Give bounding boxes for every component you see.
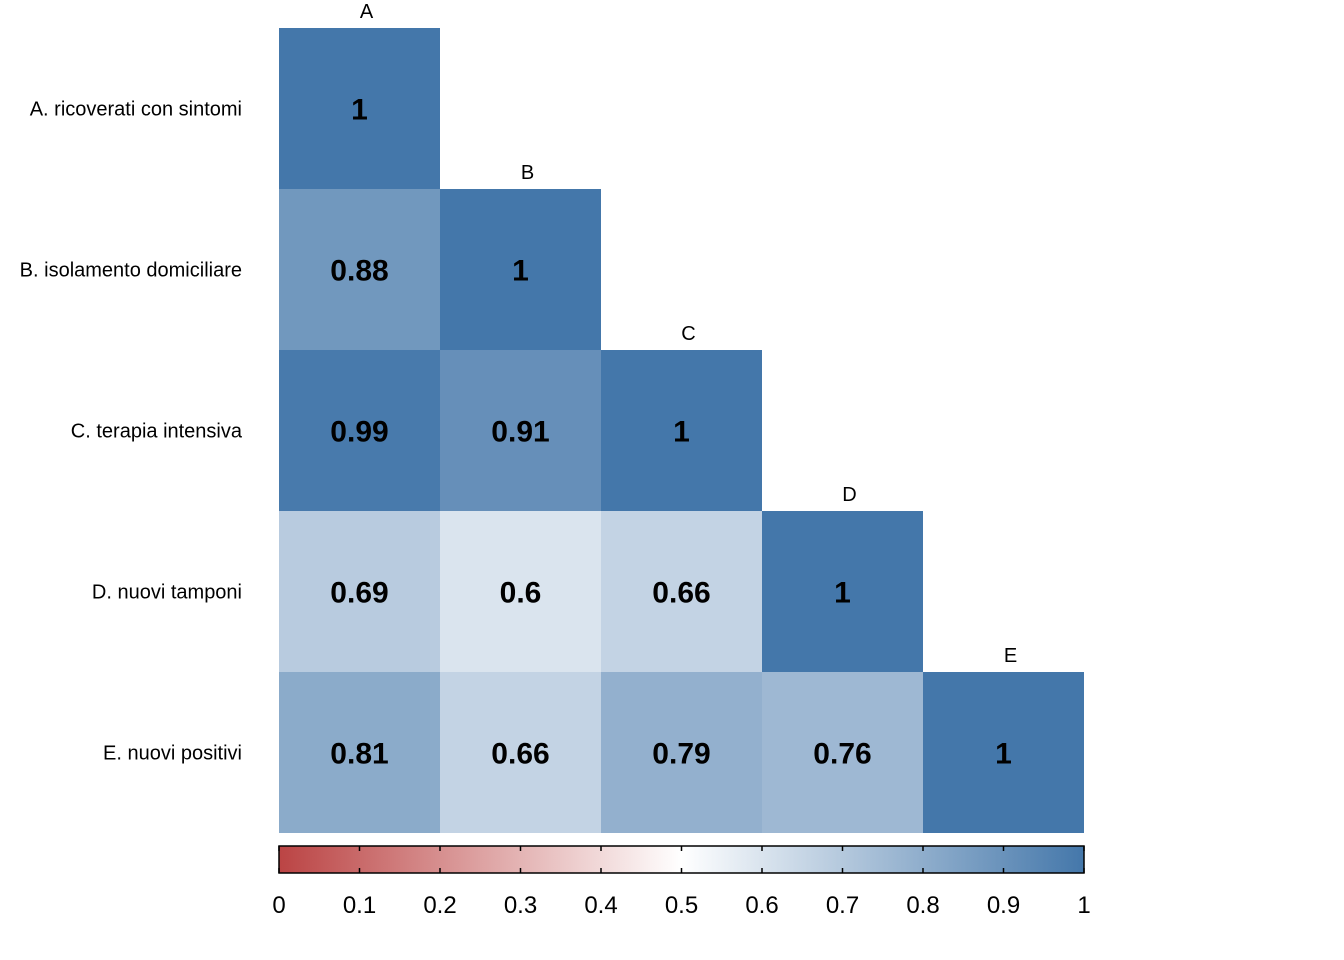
heatmap-cell-E-A (279, 672, 440, 833)
cell-value-E-C: 0.79 (652, 738, 710, 771)
heatmap-cell-C-C (601, 350, 762, 511)
heatmap-cell-B-B (440, 189, 601, 350)
row-label-B: B. isolamento domiciliare (20, 260, 242, 282)
heatmap-cell-A-A (279, 28, 440, 189)
heatmap-cell-C-A (279, 350, 440, 511)
legend-tick-label-4: 0.4 (584, 892, 617, 919)
legend-tick-label-5: 0.5 (665, 892, 698, 919)
cell-value-B-B: 1 (512, 255, 529, 288)
column-label-D: D (842, 484, 856, 506)
legend-tick-label-1: 0.1 (343, 892, 376, 919)
column-label-C: C (681, 323, 695, 345)
cell-value-D-B: 0.6 (500, 577, 542, 610)
heatmap-cells: 1 0.88 1 0.99 0.91 1 0.69 0.6 0.66 1 0.81 0.66 0.79 0… (279, 28, 1084, 833)
column-label-B: B (521, 162, 534, 184)
row-label-E: E. nuovi positivi (103, 743, 242, 765)
legend-tick-label-0: 0 (272, 892, 285, 919)
legend-tick-label-9: 0.9 (987, 892, 1020, 919)
legend-tick-label-7: 0.7 (826, 892, 859, 919)
cell-value-C-C: 1 (673, 416, 690, 449)
heatmap-cell-E-E (923, 672, 1084, 833)
legend-tick-label-8: 0.8 (906, 892, 939, 919)
legend-tick-label-6: 0.6 (745, 892, 778, 919)
heatmap-cell-E-C (601, 672, 762, 833)
cell-value-C-A: 0.99 (330, 416, 388, 449)
heatmap-cell-D-A (279, 511, 440, 672)
heatmap-cell-C-B (440, 350, 601, 511)
heatmap-cell-D-D (762, 511, 923, 672)
cell-value-B-A: 0.88 (330, 255, 388, 288)
legend-tick-label-10: 1 (1077, 892, 1090, 919)
row-label-D: D. nuovi tamponi (92, 582, 242, 604)
column-label-E: E (1004, 645, 1017, 667)
cell-value-C-B: 0.91 (491, 416, 549, 449)
color-scale-ticks: 0 0.1 0.2 0.3 0.4 0.5 0.6 0.7 0.8 0.9 1 (272, 846, 1091, 919)
row-label-C: C. terapia intensiva (71, 421, 243, 443)
heatmap-cell-E-D (762, 672, 923, 833)
legend-tick-label-3: 0.3 (504, 892, 537, 919)
cell-value-D-C: 0.66 (652, 577, 710, 610)
column-labels: A B C D E (360, 1, 1017, 667)
row-labels: A. ricoverati con sintomi B. isolamento d… (20, 99, 243, 765)
heatmap-cell-B-A (279, 189, 440, 350)
cell-value-E-A: 0.81 (330, 738, 388, 771)
cell-value-D-D: 1 (834, 577, 851, 610)
heatmap-cell-D-C (601, 511, 762, 672)
cell-value-E-E: 1 (995, 738, 1012, 771)
row-label-A: A. ricoverati con sintomi (30, 99, 242, 121)
cell-value-A-A: 1 (351, 94, 368, 127)
cell-value-E-B: 0.66 (491, 738, 549, 771)
cell-value-D-A: 0.69 (330, 577, 388, 610)
heatmap-cell-D-B (440, 511, 601, 672)
cell-value-E-D: 0.76 (813, 738, 871, 771)
column-label-A: A (360, 1, 374, 23)
heatmap-cell-E-B (440, 672, 601, 833)
legend-tick-label-2: 0.2 (423, 892, 456, 919)
color-scale-legend: 0 0.1 0.2 0.3 0.4 0.5 0.6 0.7 0.8 0.9 1 (272, 845, 1091, 919)
